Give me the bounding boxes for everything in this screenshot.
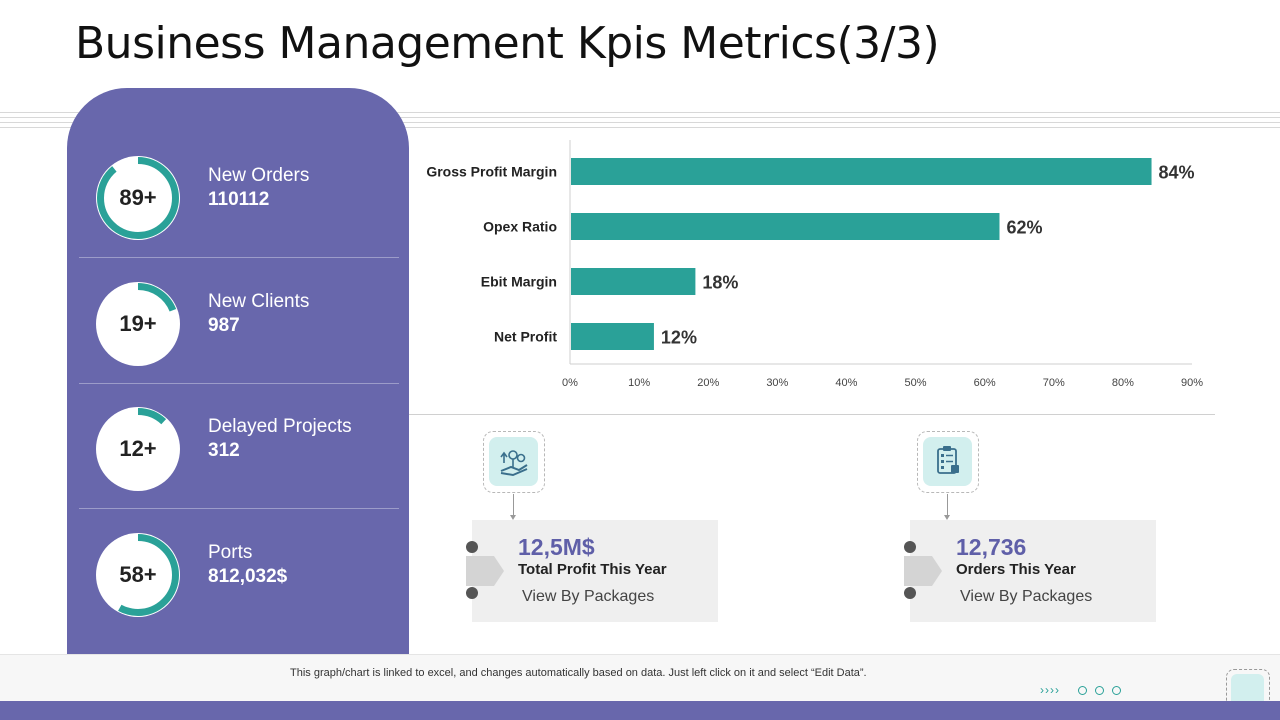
kpi-new-orders: 89+ New Orders 110112 [79,133,399,258]
kpi-value: 812,032$ [208,566,288,587]
nav-dot-icon[interactable] [1112,686,1121,695]
footer-note: This graph/chart is linked to excel, and… [290,667,867,679]
data-label: 62% [1006,218,1042,238]
bar [571,323,654,350]
kpi-label: Ports [208,542,253,563]
next-arrows-icon[interactable]: ›››› [1040,683,1060,697]
x-tick-label: 50% [905,377,927,389]
profit-card: 12,5M$ Total Profit This Year View By Pa… [466,520,718,622]
kpi-label: Delayed Projects [208,416,352,437]
data-label: 18% [702,273,738,293]
bar [571,268,696,295]
orders-amount: 12,736 [956,534,1027,560]
x-tick-label: 20% [697,377,719,389]
clipboard-checklist-icon [937,446,959,474]
kpi-label: New Clients [208,291,310,312]
category-label: Gross Profit Margin [426,164,557,180]
orders-icon-frame [917,431,979,493]
bottom-bar [0,701,1280,720]
kpi-value: 987 [208,315,240,336]
data-label: 84% [1159,163,1195,183]
profit-icon-frame [483,431,545,493]
kpi-ports: 58+ Ports 812,032$ [79,510,399,635]
bar [571,213,1000,240]
header-rules [0,112,1280,132]
category-label: Net Profit [494,329,557,345]
footer: This graph/chart is linked to excel, and… [0,654,1280,713]
view-by-packages-link[interactable]: View By Packages [522,588,655,605]
profit-amount: 12,5M$ [518,534,595,560]
kpi-ring-label: 19+ [119,311,157,336]
x-tick-label: 40% [835,377,857,389]
bar [571,158,1152,185]
section-divider [409,414,1215,415]
profit-caption: Total Profit This Year [518,561,667,578]
kpi-value: 312 [208,440,240,461]
view-by-packages-link[interactable]: View By Packages [960,588,1093,605]
page-title: Business Management Kpis Metrics(3/3) [75,18,940,69]
data-label: 12% [661,328,697,348]
x-tick-label: 0% [562,377,578,389]
orders-caption: Orders This Year [956,561,1076,578]
kpi-ring-label: 12+ [119,436,157,461]
x-tick-label: 70% [1043,377,1065,389]
x-tick-label: 80% [1112,377,1134,389]
kpi-ring-label: 58+ [119,562,157,587]
category-label: Opex Ratio [483,219,557,235]
kpi-new-clients: 19+ New Clients 987 [79,259,399,384]
x-tick-label: 60% [974,377,996,389]
nav-dot-icon[interactable] [1078,686,1087,695]
kpi-ring: 19+ [93,279,183,369]
kpi-ring: 12+ [93,404,183,494]
orders-card: 12,736 Orders This Year View By Packages [904,520,1156,622]
kpi-value: 110112 [208,189,270,210]
kpi-label: New Orders [208,165,310,186]
kpi-ring: 58+ [93,530,183,620]
kpi-ring: 89+ [93,153,183,243]
x-tick-label: 10% [628,377,650,389]
kpi-panel: 89+ New Orders 110112 19+ New Clients 98… [67,88,409,654]
kpi-ring-label: 89+ [119,185,157,210]
kpi-delayed-projects: 12+ Delayed Projects 312 [79,384,399,509]
hand-money-plant-icon [500,450,528,477]
kpi-bar-chart[interactable]: Gross Profit Margin 84% Opex Ratio 62% Ebit … [410,130,1230,400]
nav-dot-icon[interactable] [1095,686,1104,695]
x-tick-label: 30% [766,377,788,389]
category-label: Ebit Margin [481,274,557,290]
x-tick-label: 90% [1181,377,1203,389]
